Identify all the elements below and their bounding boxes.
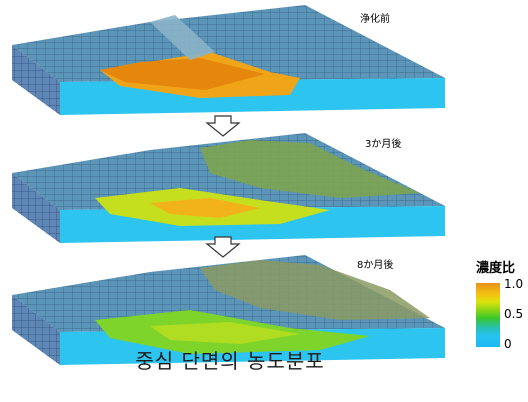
legend-tick-max: 1.0 [504, 277, 524, 291]
legend-tick-mid: 0.5 [504, 307, 524, 321]
caption: 중심 단면의 농도분포 [135, 349, 325, 373]
side-face [12, 295, 60, 365]
soil-block-3-months [12, 133, 445, 243]
panel-8-months: 8か月後 [0, 250, 460, 380]
surface [12, 5, 445, 82]
down-arrow-icon [205, 236, 241, 258]
side-face [12, 45, 60, 115]
soil-block-8-months [12, 255, 445, 365]
panel-label: 3か月後 [365, 139, 402, 150]
panel-label: 8か月後 [357, 260, 394, 271]
color-legend: 濃度比 1.0 0.5 0 [470, 255, 528, 355]
panel-3-months: 3か月後 [0, 128, 460, 258]
panel-before: 浄化前 [0, 0, 460, 130]
legend-title: 濃度比 [476, 261, 516, 276]
soil-block-before [12, 5, 445, 115]
side-face [12, 173, 60, 243]
panel-label: 浄化前 [360, 14, 390, 25]
legend-color-bar [476, 283, 500, 347]
legend-tick-min: 0 [504, 337, 512, 351]
down-arrow-icon [205, 115, 241, 137]
